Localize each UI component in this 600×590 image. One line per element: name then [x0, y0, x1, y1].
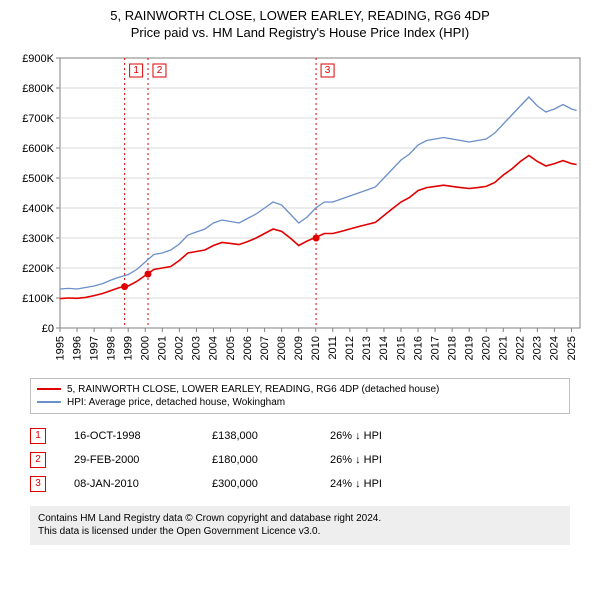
event-row: 2 29-FEB-2000 £180,000 26% ↓ HPI	[30, 448, 570, 472]
x-tick-label: 2013	[361, 336, 373, 360]
x-tick-label: 2017	[429, 336, 441, 360]
figure: 5, RAINWORTH CLOSE, LOWER EARLEY, READIN…	[0, 0, 600, 553]
event-delta: 26% ↓ HPI	[330, 454, 382, 466]
event-price: £300,000	[212, 478, 302, 490]
x-tick-label: 2022	[515, 336, 527, 360]
event-row: 3 08-JAN-2010 £300,000 24% ↓ HPI	[30, 472, 570, 496]
x-tick-label: 2005	[225, 336, 237, 360]
x-tick-label: 2010	[310, 336, 322, 360]
x-tick-label: 2009	[293, 336, 305, 360]
sale-marker	[313, 234, 320, 241]
attribution-line2: This data is licensed under the Open Gov…	[38, 525, 562, 539]
legend-row: HPI: Average price, detached house, Woki…	[37, 396, 563, 409]
y-tick-label: £0	[42, 323, 54, 335]
event-marker-num: 2	[157, 65, 163, 76]
x-tick-label: 1997	[88, 336, 100, 360]
legend-swatch	[37, 401, 61, 403]
x-tick-label: 2014	[378, 336, 390, 360]
title-line1: 5, RAINWORTH CLOSE, LOWER EARLEY, READIN…	[10, 8, 590, 25]
y-tick-label: £500K	[22, 173, 54, 185]
x-tick-label: 2003	[191, 336, 203, 360]
sale-marker	[121, 283, 128, 290]
event-row: 1 16-OCT-1998 £138,000 26% ↓ HPI	[30, 424, 570, 448]
x-tick-label: 2004	[208, 336, 220, 360]
chart-area: £0 £100K £200K £300K £400K £500K £600K £700K £80…	[10, 48, 590, 368]
event-table: 1 16-OCT-1998 £138,000 26% ↓ HPI 2 29-FEB-200…	[30, 424, 570, 496]
x-tick-label: 2021	[498, 336, 510, 360]
chart-svg: £0 £100K £200K £300K £400K £500K £600K £700K £80…	[10, 48, 590, 368]
x-tick-label: 2025	[566, 336, 578, 360]
event-num-box: 2	[30, 452, 46, 468]
x-tick-label: 2018	[446, 336, 458, 360]
event-num-box: 3	[30, 476, 46, 492]
y-tick-label: £300K	[22, 233, 54, 245]
x-tick-label: 2023	[532, 336, 544, 360]
event-price: £138,000	[212, 430, 302, 442]
x-tick-label: 2012	[344, 336, 356, 360]
x-tick-label: 1996	[71, 336, 83, 360]
y-tick-label: £800K	[22, 83, 54, 95]
y-tick-label: £100K	[22, 293, 54, 305]
event-marker-num: 3	[325, 65, 331, 76]
event-num-box: 1	[30, 428, 46, 444]
chart-title: 5, RAINWORTH CLOSE, LOWER EARLEY, READIN…	[10, 8, 590, 42]
event-date: 08-JAN-2010	[74, 478, 184, 490]
y-tick-label: £900K	[22, 53, 54, 65]
event-delta: 24% ↓ HPI	[330, 478, 382, 490]
x-tick-label: 1995	[54, 336, 66, 360]
y-tick-label: £700K	[22, 113, 54, 125]
x-tick-label: 2007	[259, 336, 271, 360]
legend-label: HPI: Average price, detached house, Woki…	[67, 397, 285, 408]
x-tick-label: 2011	[327, 336, 339, 360]
x-tick-label: 1998	[105, 336, 117, 360]
legend-label: 5, RAINWORTH CLOSE, LOWER EARLEY, READIN…	[67, 384, 439, 395]
attribution-line1: Contains HM Land Registry data © Crown c…	[38, 512, 562, 526]
legend: 5, RAINWORTH CLOSE, LOWER EARLEY, READIN…	[30, 378, 570, 414]
x-tick-label: 2001	[157, 336, 169, 360]
event-price: £180,000	[212, 454, 302, 466]
x-tick-label: 2019	[463, 336, 475, 360]
y-tick-label: £200K	[22, 263, 54, 275]
event-delta: 26% ↓ HPI	[330, 430, 382, 442]
y-tick-label: £400K	[22, 203, 54, 215]
x-tick-label: 1999	[122, 336, 134, 360]
event-date: 29-FEB-2000	[74, 454, 184, 466]
x-tick-label: 2006	[242, 336, 254, 360]
legend-swatch	[37, 388, 61, 390]
x-tick-label: 2002	[174, 336, 186, 360]
y-tick-label: £600K	[22, 143, 54, 155]
x-tick-label: 2024	[549, 336, 561, 360]
event-date: 16-OCT-1998	[74, 430, 184, 442]
x-tick-label: 2020	[481, 336, 493, 360]
sale-marker	[144, 270, 151, 277]
x-tick-label: 2016	[412, 336, 424, 360]
legend-row: 5, RAINWORTH CLOSE, LOWER EARLEY, READIN…	[37, 383, 563, 396]
attribution: Contains HM Land Registry data © Crown c…	[30, 506, 570, 545]
x-tick-label: 2000	[140, 336, 152, 360]
x-tick-label: 2008	[276, 336, 288, 360]
event-marker-num: 1	[133, 65, 139, 76]
title-line2: Price paid vs. HM Land Registry's House …	[10, 25, 590, 42]
x-tick-label: 2015	[395, 336, 407, 360]
plot-bg	[60, 58, 580, 328]
